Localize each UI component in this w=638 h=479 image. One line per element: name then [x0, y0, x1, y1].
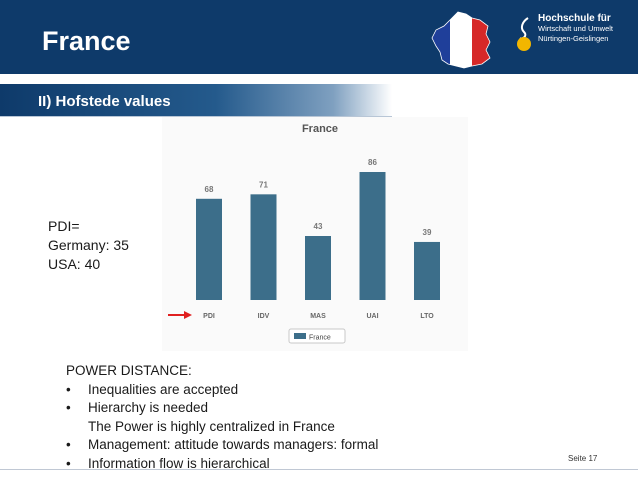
data-label-idv: 71 [259, 180, 268, 189]
bullet-text: Hierarchy is needed [88, 400, 209, 415]
legend-swatch [294, 333, 306, 339]
footer-line [0, 469, 638, 470]
bullet-icon: • [66, 437, 71, 452]
france-flag-map-icon [431, 11, 491, 69]
slide-subtitle: II) Hofstede values [38, 93, 171, 110]
data-label-lto: 39 [423, 228, 432, 237]
bar-idv [250, 194, 277, 300]
data-label-uai: 86 [368, 158, 377, 167]
logo-line-2: Wirtschaft und Umwelt [538, 24, 614, 33]
subtitle-bar [0, 84, 392, 117]
tick-label-mas: MAS [310, 313, 326, 320]
bullet-item: • Hierarchy is needed [66, 399, 378, 418]
bullet-icon: • [66, 381, 71, 397]
tick-label-pdi: PDI [203, 313, 215, 320]
bullet-icon: • [66, 400, 71, 415]
logo-line-1: Hochschule für [538, 13, 611, 24]
power-distance-notes: POWER DISTANCE: • Inequalities are accept… [66, 362, 378, 473]
slide-header [0, 0, 638, 74]
bullet-item: • Information flow is hierarchical [66, 455, 378, 474]
bar-uai [359, 172, 386, 300]
chart-legend: France [288, 328, 346, 344]
pdi-comparison: PDI= Germany: 35 USA: 40 [48, 217, 129, 274]
bullet-text: Information flow is hierarchical [88, 455, 270, 471]
bullet-subtext: The Power is highly centralized in Franc… [88, 418, 335, 434]
pdi-usa: USA: 40 [48, 256, 101, 272]
chart-title: France [302, 123, 338, 135]
bullet-text: Inequalities are accepted [88, 381, 239, 397]
data-label-pdi: 68 [205, 185, 214, 194]
legend-label: France [309, 335, 331, 342]
bullet-item: • Management: attitude towards managers: … [66, 436, 378, 455]
bullet-text: Management: attitude towards managers: f… [88, 437, 379, 452]
tick-label-lto: LTO [420, 313, 434, 320]
logo-line-3: Nürtingen-Geislingen [538, 34, 609, 43]
notes-heading: POWER DISTANCE: [66, 363, 192, 378]
subtitle-underline [0, 116, 392, 117]
tick-label-idv: IDV [258, 313, 270, 320]
bullet-icon: • [66, 455, 71, 471]
university-logo: Hochschule für Wirtschaft und Umwelt Nür… [514, 14, 614, 58]
bar-pdi [196, 198, 222, 300]
arrow-head [184, 311, 192, 319]
legend-box [288, 328, 346, 344]
bullet-item: • Inequalities are accepted [66, 381, 378, 400]
pdi-germany: Germany: 35 [48, 237, 129, 253]
slide-title: France [42, 26, 131, 56]
pdi-label: PDI= [48, 218, 80, 234]
page-number: Seite 17 [568, 454, 598, 463]
tick-label-uai: UAI [366, 313, 378, 320]
logo-mark-icon [517, 17, 531, 51]
data-label-mas: 43 [314, 222, 323, 231]
bar-mas [305, 236, 331, 300]
highlight-arrow-icon [168, 311, 192, 319]
bar-lto [414, 241, 440, 300]
